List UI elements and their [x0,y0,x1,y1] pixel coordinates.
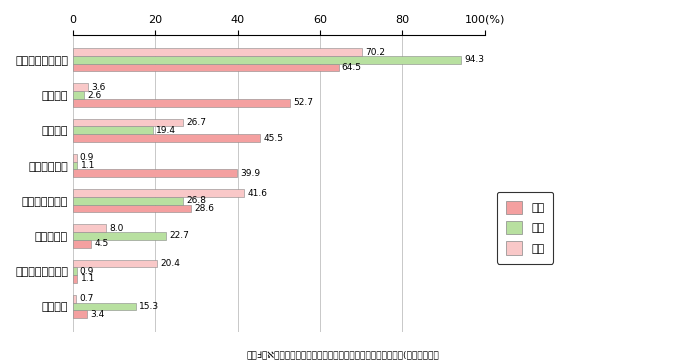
Text: 図表Ⅎ～ℵ　（出典）「ネットワークと国民生活に関する調査」(ウェブ調査）: 図表Ⅎ～ℵ （出典）「ネットワークと国民生活に関する調査」(ウェブ調査） [247,350,439,359]
Bar [73,99,290,107]
Text: 0.9: 0.9 [80,267,94,276]
Bar [73,134,260,142]
Bar [73,240,91,248]
Bar [73,197,183,205]
Text: 4.5: 4.5 [95,239,109,248]
Bar [73,232,167,240]
Text: 3.6: 3.6 [91,83,106,92]
Bar [73,126,153,134]
Bar [73,275,78,283]
Text: 94.3: 94.3 [464,55,484,64]
Bar [73,260,157,268]
Bar [73,56,462,64]
Bar [73,303,136,310]
Bar [73,83,88,91]
Bar [73,48,362,56]
Text: 45.5: 45.5 [263,134,283,143]
Text: 70.2: 70.2 [366,48,386,57]
Bar [73,295,75,303]
Legend: 日本, 米国, 韙国: 日本, 米国, 韙国 [497,192,554,264]
Text: 22.7: 22.7 [169,231,189,240]
Bar [73,310,87,318]
Text: 1.1: 1.1 [81,161,95,170]
Text: 39.9: 39.9 [241,169,261,178]
Text: 26.7: 26.7 [186,118,206,127]
Text: 52.7: 52.7 [293,98,314,107]
Text: 2.6: 2.6 [87,91,101,100]
Bar [73,189,244,197]
Bar [73,154,77,162]
Text: 8.0: 8.0 [109,224,123,233]
Bar [73,119,183,126]
Bar [73,91,84,99]
Text: 19.4: 19.4 [156,126,176,135]
Bar [73,205,191,212]
Text: 15.3: 15.3 [139,302,159,311]
Text: 3.4: 3.4 [90,310,104,319]
Text: 64.5: 64.5 [342,63,362,72]
Bar [73,268,77,275]
Text: 41.6: 41.6 [248,188,268,197]
Text: 0.7: 0.7 [79,294,93,303]
Bar [73,224,106,232]
Bar [73,162,78,169]
Bar [73,64,339,71]
Text: 28.6: 28.6 [194,204,214,213]
Text: 1.1: 1.1 [81,274,95,283]
Text: 26.8: 26.8 [187,196,206,205]
Text: 20.4: 20.4 [161,259,180,268]
Text: 0.9: 0.9 [80,153,94,162]
Bar [73,169,237,177]
